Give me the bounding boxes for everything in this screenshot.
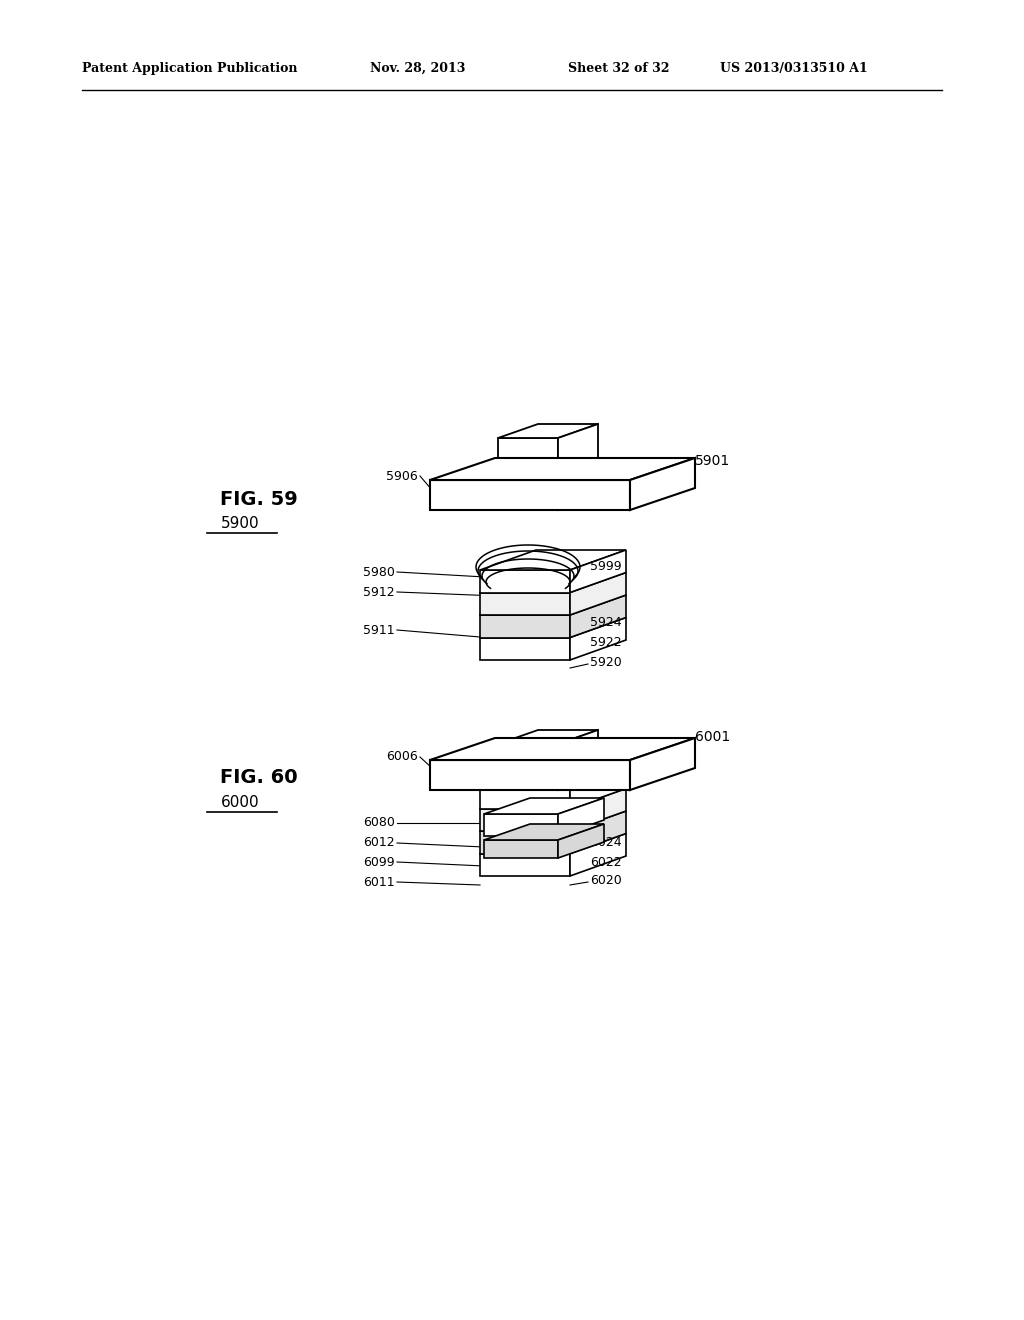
Polygon shape (480, 766, 626, 785)
Polygon shape (558, 730, 598, 789)
Polygon shape (558, 799, 604, 836)
Text: 5924: 5924 (590, 615, 622, 628)
Polygon shape (480, 570, 570, 593)
Polygon shape (480, 615, 570, 638)
Text: 6000: 6000 (221, 795, 259, 810)
Text: 6011: 6011 (364, 875, 395, 888)
Polygon shape (480, 618, 626, 638)
Polygon shape (484, 840, 558, 858)
Polygon shape (484, 824, 604, 840)
Text: Sheet 32 of 32: Sheet 32 of 32 (568, 62, 670, 75)
Polygon shape (570, 810, 626, 854)
Polygon shape (498, 730, 598, 744)
Polygon shape (570, 595, 626, 638)
Polygon shape (480, 573, 626, 593)
Text: 6022: 6022 (590, 855, 622, 869)
Polygon shape (480, 832, 570, 854)
Polygon shape (430, 480, 630, 510)
Polygon shape (570, 573, 626, 615)
Polygon shape (498, 424, 598, 438)
Text: Nov. 28, 2013: Nov. 28, 2013 (370, 62, 465, 75)
Text: 5900: 5900 (221, 516, 259, 531)
Polygon shape (498, 438, 558, 510)
Polygon shape (484, 814, 558, 836)
Polygon shape (570, 550, 626, 593)
Text: 5980: 5980 (364, 565, 395, 578)
Polygon shape (480, 638, 570, 660)
Polygon shape (558, 824, 604, 858)
Text: FIG. 60: FIG. 60 (220, 768, 298, 787)
Text: US 2013/0313510 A1: US 2013/0313510 A1 (720, 62, 867, 75)
Polygon shape (430, 458, 695, 480)
Polygon shape (484, 799, 604, 814)
Polygon shape (480, 810, 626, 832)
Polygon shape (570, 618, 626, 660)
Text: 6006: 6006 (386, 751, 418, 763)
Text: 6012: 6012 (364, 837, 395, 850)
Polygon shape (558, 424, 598, 510)
Polygon shape (480, 788, 626, 808)
Text: 6024: 6024 (590, 836, 622, 849)
Polygon shape (498, 744, 558, 789)
Text: 6099: 6099 (364, 855, 395, 869)
Polygon shape (430, 738, 695, 760)
Text: 5901: 5901 (695, 454, 730, 469)
Text: 5906: 5906 (386, 470, 418, 483)
Text: Patent Application Publication: Patent Application Publication (82, 62, 298, 75)
Text: 6001: 6001 (695, 730, 730, 744)
Polygon shape (480, 833, 626, 854)
Text: 5912: 5912 (364, 586, 395, 598)
Polygon shape (630, 458, 695, 510)
Polygon shape (570, 788, 626, 832)
Polygon shape (480, 593, 570, 615)
Text: 5911: 5911 (364, 623, 395, 636)
Polygon shape (630, 738, 695, 789)
Polygon shape (480, 595, 626, 615)
Polygon shape (480, 785, 570, 808)
Text: 6020: 6020 (590, 874, 622, 887)
Text: 6080: 6080 (364, 817, 395, 829)
Text: 5920: 5920 (590, 656, 622, 669)
Polygon shape (430, 760, 630, 789)
Polygon shape (570, 833, 626, 876)
Polygon shape (480, 550, 626, 570)
Text: FIG. 59: FIG. 59 (220, 490, 298, 510)
Text: 5999: 5999 (590, 560, 622, 573)
Polygon shape (570, 766, 626, 808)
Text: 5922: 5922 (590, 636, 622, 649)
Polygon shape (480, 854, 570, 876)
Polygon shape (480, 808, 570, 832)
